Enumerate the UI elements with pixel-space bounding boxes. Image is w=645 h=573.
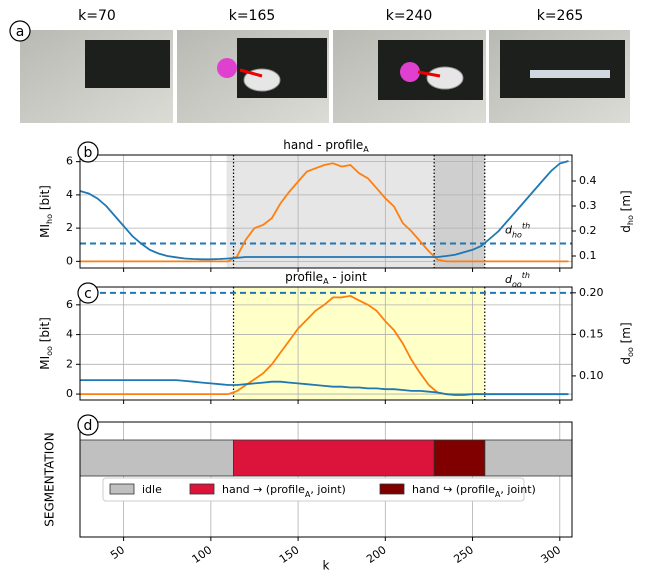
text-part: hand → (profile: [222, 483, 305, 496]
y2-axis-label: dho [m]: [619, 190, 636, 232]
x-tick-label: 50: [108, 543, 127, 562]
y2-tick-label: 0.1: [579, 249, 597, 262]
legend-swatch: [380, 484, 404, 494]
text-part: , joint): [500, 483, 535, 496]
photos: [20, 30, 630, 123]
text-part: [bit]: [38, 185, 52, 214]
subscript: ho: [512, 231, 522, 240]
y2-tick-label: 0.3: [579, 199, 597, 212]
x-axis-label: k: [323, 559, 330, 573]
segment: [434, 440, 485, 476]
rod: [530, 70, 610, 78]
y2-tick-label: 0.15: [579, 327, 604, 340]
y-tick-label: 0: [66, 387, 73, 400]
x-tick-label: 250: [451, 543, 476, 566]
y-tick-label: 6: [66, 298, 73, 311]
segment: [234, 440, 435, 476]
x-tick-label: 100: [190, 543, 215, 566]
y-tick-label: 0: [66, 254, 73, 267]
y-tick-label: 4: [66, 188, 73, 201]
superscript: th: [522, 271, 530, 280]
text-part: d: [619, 225, 633, 233]
superscript: th: [522, 222, 530, 231]
panel-label: d: [84, 418, 93, 434]
text-part: - joint: [329, 270, 368, 284]
subscript: ho: [626, 215, 635, 225]
x-tick-label: 300: [539, 543, 564, 566]
subscript: A: [363, 145, 369, 154]
y2-tick-label: 0.2: [579, 224, 597, 237]
y2-tick-label: 0.4: [579, 174, 597, 187]
text-part: d: [619, 357, 633, 365]
ellipse: [427, 67, 463, 89]
y-axis-label: SEGMENTATION: [43, 432, 57, 526]
y-tick-label: 6: [66, 155, 73, 168]
hand-marker: [217, 58, 237, 78]
frame-label: k=265: [537, 8, 584, 24]
text-part: , joint): [310, 483, 345, 496]
threshold-label: dooth: [505, 271, 530, 289]
text-part: [m]: [619, 190, 633, 215]
threshold-label: dhoth: [505, 222, 530, 240]
segment: [485, 440, 572, 476]
y2-axis-label: doo [m]: [619, 322, 636, 364]
chart-title: hand - profileA: [283, 138, 369, 155]
y2-tick-label: 0.10: [579, 369, 604, 382]
y-axis-label: MIho [bit]: [38, 185, 55, 238]
y-tick-label: 4: [66, 328, 73, 341]
text-part: idle: [142, 483, 162, 496]
frame-label: k=240: [386, 8, 433, 24]
region: [434, 155, 485, 268]
text-part: MI: [38, 356, 52, 370]
text-part: hand ↪ (profile: [412, 483, 495, 496]
text-part: [m]: [619, 322, 633, 347]
figure: k=70k=165k=240k=26502460.10.20.30.4dhoth…: [0, 0, 645, 573]
legend-label: idle: [142, 483, 162, 496]
subscript: oo: [45, 346, 54, 356]
y-tick-label: 2: [66, 221, 73, 234]
panel-label: a: [16, 24, 25, 40]
region: [227, 155, 435, 268]
y2-tick-label: 0.20: [579, 286, 604, 299]
text-part: profile: [285, 270, 323, 284]
mat: [500, 40, 625, 98]
mat: [85, 40, 170, 88]
x-tick-label: 200: [364, 543, 389, 566]
hand-marker: [400, 62, 420, 82]
mat: [378, 40, 483, 100]
panel-label: b: [84, 145, 93, 161]
frame-label: k=70: [78, 8, 116, 24]
chart-title: profileA - joint: [285, 270, 367, 287]
segment: [80, 440, 234, 476]
text-part: MI: [38, 224, 52, 238]
text-part: hand - profile: [283, 138, 363, 152]
text-part: [bit]: [38, 317, 52, 346]
panel-label: c: [84, 286, 92, 302]
legend-swatch: [110, 484, 134, 494]
frame-label: k=165: [229, 8, 276, 24]
x-tick-label: 150: [277, 543, 302, 566]
subscript: ho: [45, 214, 54, 224]
region: [234, 287, 485, 400]
legend-swatch: [190, 484, 214, 494]
subscript: oo: [626, 347, 635, 357]
y-tick-label: 2: [66, 357, 73, 370]
y-axis-label: MIoo [bit]: [38, 317, 55, 370]
